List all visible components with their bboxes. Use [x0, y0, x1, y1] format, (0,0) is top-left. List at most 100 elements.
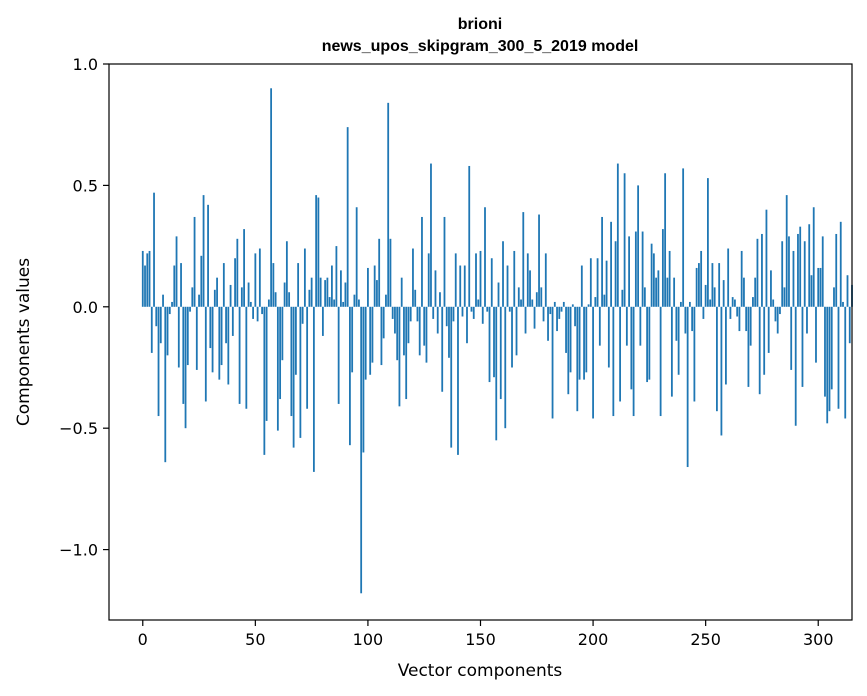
bar	[150, 306, 153, 353]
bar	[162, 294, 164, 307]
bar	[801, 306, 804, 387]
bar	[272, 263, 275, 307]
bar	[673, 277, 676, 307]
bar	[497, 282, 500, 307]
x-tick-label: 50	[245, 630, 265, 649]
bar	[324, 280, 327, 307]
bar	[637, 185, 640, 307]
bar	[308, 289, 311, 307]
bar	[547, 306, 549, 341]
bar	[821, 236, 824, 307]
bar	[817, 267, 820, 307]
bar	[731, 297, 734, 307]
bar	[758, 306, 761, 395]
bar	[553, 301, 556, 307]
bar	[729, 306, 732, 319]
bar	[749, 306, 752, 346]
bar	[396, 306, 399, 361]
bar	[445, 306, 448, 327]
bar	[171, 301, 173, 307]
bar	[360, 306, 363, 594]
bar	[670, 306, 673, 397]
bar	[484, 207, 486, 307]
plot-frame	[108, 63, 853, 621]
bar	[585, 306, 588, 373]
bar	[159, 306, 162, 344]
bar	[542, 306, 545, 322]
bar	[432, 306, 435, 319]
bar	[490, 258, 493, 307]
bar	[351, 306, 354, 373]
bar	[526, 253, 529, 307]
bar	[688, 301, 691, 307]
x-tick-label: 100	[353, 630, 384, 649]
bar	[344, 282, 347, 307]
bar	[443, 216, 446, 307]
bar	[294, 306, 297, 375]
chart-title-group: brioni news_upos_skipgram_300_5_2019 mod…	[322, 16, 639, 55]
bar	[610, 221, 612, 307]
bar	[157, 306, 160, 417]
bar	[254, 253, 257, 307]
bar	[745, 306, 748, 332]
bar	[693, 306, 696, 402]
bar	[679, 301, 682, 307]
bar	[405, 306, 408, 400]
bar	[524, 306, 527, 334]
bar	[279, 306, 282, 400]
bar	[333, 299, 336, 307]
bar	[522, 212, 525, 307]
bar	[578, 306, 581, 380]
bar	[252, 306, 254, 319]
bar	[283, 282, 286, 307]
bar	[711, 263, 714, 307]
bar	[468, 165, 471, 307]
bar	[743, 277, 745, 307]
bar	[682, 168, 685, 307]
bar	[317, 197, 320, 307]
bar	[218, 306, 221, 380]
bar	[180, 263, 182, 307]
chart-subtitle: news_upos_skipgram_300_5_2019 model	[322, 38, 639, 55]
bar	[702, 306, 705, 319]
bar	[844, 306, 847, 419]
bar	[457, 306, 459, 455]
bar-series	[141, 88, 853, 594]
y-tick-label: −1.0	[59, 541, 98, 560]
x-tick-label: 200	[578, 630, 609, 649]
bar	[630, 306, 633, 390]
bar	[562, 301, 565, 307]
bar	[504, 306, 507, 429]
bar	[788, 236, 790, 307]
bar	[481, 306, 484, 324]
bar	[364, 306, 367, 380]
bar	[297, 263, 300, 307]
x-tick-label: 0	[138, 630, 148, 649]
bar	[315, 195, 318, 307]
bar	[754, 277, 757, 307]
bar	[657, 270, 660, 307]
bar	[195, 306, 198, 370]
bar	[508, 306, 511, 312]
bar	[288, 292, 291, 307]
bar	[558, 306, 561, 319]
bar	[243, 229, 245, 307]
bar	[502, 241, 504, 307]
bar	[204, 306, 207, 402]
bar	[770, 270, 772, 307]
bar	[506, 265, 509, 307]
bar	[835, 233, 838, 307]
bar	[369, 306, 372, 375]
bar	[141, 250, 144, 307]
bar	[168, 306, 171, 315]
bar	[571, 304, 574, 307]
bar	[198, 294, 200, 307]
bar	[515, 306, 518, 356]
bar	[556, 306, 558, 332]
bar	[655, 277, 658, 307]
bar	[200, 255, 203, 307]
bar	[184, 306, 187, 429]
bar	[326, 277, 329, 307]
x-axis-ticks: 0 50 100 150 200 250 300	[138, 620, 834, 649]
bar	[436, 306, 439, 334]
